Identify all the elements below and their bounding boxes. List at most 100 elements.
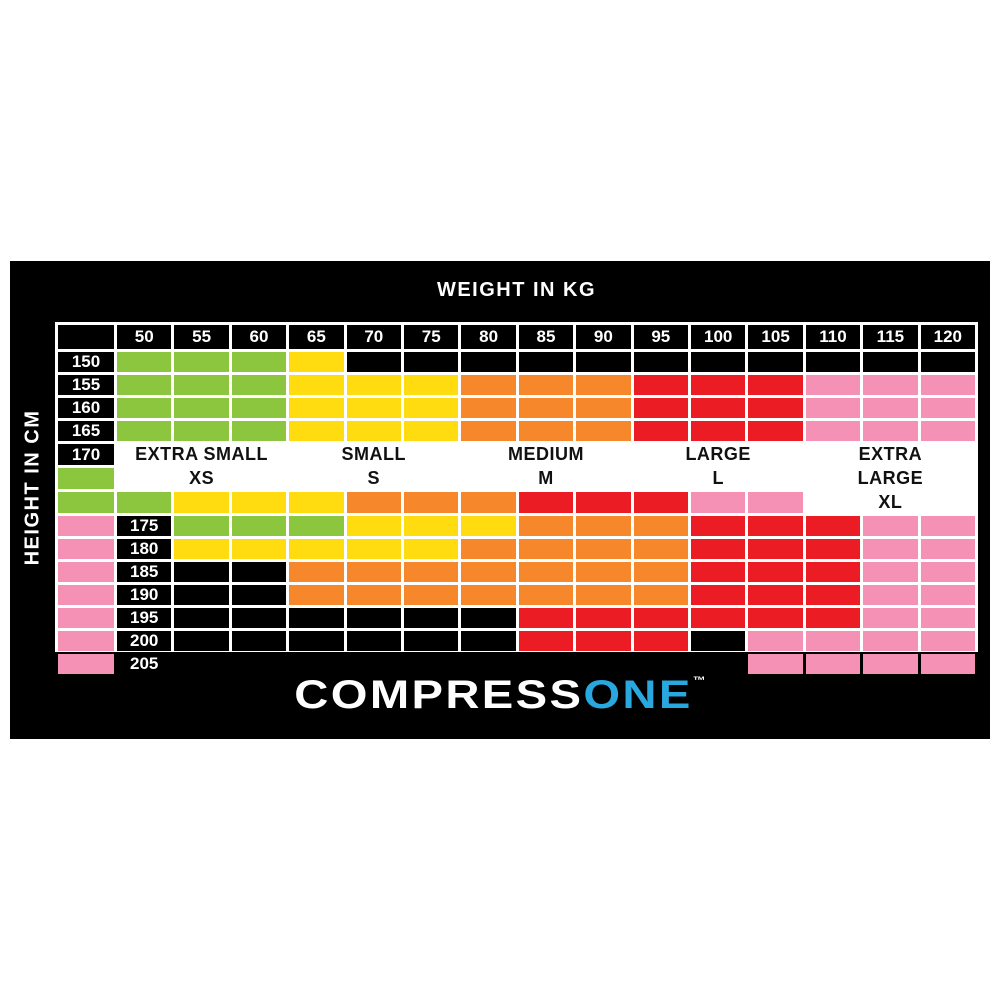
logo-trademark: ™ bbox=[692, 675, 706, 687]
grid-cell bbox=[461, 492, 516, 513]
weight-header-cell: 95 bbox=[633, 325, 688, 349]
size-chart-panel: WEIGHT IN KG HEIGHT IN CM 50 55 60 65 70 75 80… bbox=[10, 261, 990, 739]
height-label-cell: 200 bbox=[117, 631, 172, 651]
grid-cell bbox=[346, 516, 401, 536]
grid-cell bbox=[289, 421, 344, 441]
grid-cell bbox=[174, 398, 229, 418]
grid-cell bbox=[920, 375, 975, 395]
grid-cell bbox=[404, 539, 459, 559]
grid-cell bbox=[633, 398, 688, 418]
grid-cell bbox=[576, 352, 631, 372]
grid-cell bbox=[518, 631, 574, 651]
grid-cell bbox=[117, 421, 172, 441]
grid-cell bbox=[518, 654, 574, 674]
size-table: 50 55 60 65 70 75 80 85 90 95 100 105 110 115 120 150 15… bbox=[55, 322, 978, 674]
weight-header-cell: 55 bbox=[174, 325, 229, 349]
grid-cell bbox=[461, 352, 516, 372]
grid-cell bbox=[231, 492, 287, 513]
grid-cell bbox=[633, 375, 688, 395]
grid-cell bbox=[289, 516, 344, 536]
grid-cell bbox=[117, 352, 172, 372]
grid-cell bbox=[576, 608, 631, 628]
weight-header-cell: 80 bbox=[461, 325, 516, 349]
grid-cell bbox=[576, 492, 631, 513]
grid-cell bbox=[576, 516, 631, 536]
grid-cell bbox=[863, 654, 918, 674]
grid-cell bbox=[346, 421, 401, 441]
grid-cell bbox=[461, 539, 516, 559]
height-label-cell: 195 bbox=[117, 608, 172, 628]
grid-cell bbox=[58, 631, 114, 651]
grid-cell bbox=[691, 608, 746, 628]
grid-cell bbox=[518, 516, 574, 536]
grid-cell bbox=[289, 585, 344, 605]
grid-cell bbox=[461, 654, 516, 674]
grid-cell bbox=[289, 562, 344, 582]
grid-cell bbox=[404, 375, 459, 395]
grid-cell bbox=[748, 492, 803, 513]
weight-header-cell: 90 bbox=[576, 325, 631, 349]
grid-cell bbox=[805, 516, 861, 536]
grid-cell bbox=[117, 375, 172, 395]
grid-cell bbox=[691, 375, 746, 395]
grid-cell bbox=[231, 631, 287, 651]
grid-cell bbox=[174, 492, 229, 513]
grid-cell bbox=[461, 562, 516, 582]
grid-cell bbox=[633, 654, 688, 674]
weight-header-cell: 60 bbox=[231, 325, 287, 349]
grid-cell bbox=[404, 654, 459, 674]
weight-axis-label: WEIGHT IN KG bbox=[436, 279, 597, 301]
grid-cell bbox=[691, 562, 746, 582]
grid-cell bbox=[691, 654, 746, 674]
grid-cell bbox=[58, 562, 114, 582]
grid-cell bbox=[289, 654, 344, 674]
grid-cell bbox=[576, 562, 631, 582]
grid-cell bbox=[576, 585, 631, 605]
size-label: EXTRA bbox=[858, 444, 923, 464]
grid-cell bbox=[748, 562, 803, 582]
grid-cell bbox=[920, 631, 975, 651]
grid-cell bbox=[174, 631, 229, 651]
grid-cell bbox=[404, 398, 459, 418]
grid-cell bbox=[231, 398, 287, 418]
grid-cell bbox=[576, 375, 631, 395]
grid-cell bbox=[863, 539, 918, 559]
grid-cell bbox=[174, 608, 229, 628]
size-label: S bbox=[367, 468, 381, 488]
grid-cell bbox=[863, 352, 918, 372]
height-label-cell: 185 bbox=[117, 562, 172, 582]
grid-cell bbox=[117, 398, 172, 418]
logo-one: ONE bbox=[583, 673, 693, 717]
grid-cell bbox=[346, 398, 401, 418]
grid-cell bbox=[805, 562, 861, 582]
grid-cell bbox=[576, 398, 631, 418]
grid-cell bbox=[346, 375, 401, 395]
grid-cell bbox=[691, 492, 746, 513]
weight-header-cell: 115 bbox=[863, 325, 918, 349]
size-label: LARGE bbox=[685, 444, 751, 464]
grid-cell bbox=[691, 398, 746, 418]
grid-cell bbox=[289, 539, 344, 559]
grid-cell bbox=[748, 608, 803, 628]
weight-header-cell: 120 bbox=[920, 325, 975, 349]
height-axis-zone: HEIGHT IN CM bbox=[10, 322, 55, 652]
grid-cell bbox=[346, 654, 401, 674]
grid-cell bbox=[518, 562, 574, 582]
grid-cell bbox=[691, 352, 746, 372]
size-label: EXTRA SMALL bbox=[135, 444, 268, 464]
grid-cell bbox=[289, 352, 344, 372]
logo-compress: COMPRESS bbox=[294, 673, 584, 717]
grid-cell bbox=[231, 539, 287, 559]
grid-cell bbox=[461, 631, 516, 651]
size-label: M bbox=[538, 468, 554, 488]
grid-cell bbox=[633, 352, 688, 372]
grid-cell bbox=[748, 421, 803, 441]
grid-cell bbox=[461, 398, 516, 418]
size-label: LARGE bbox=[857, 468, 924, 488]
grid-cell bbox=[231, 585, 287, 605]
grid-cell bbox=[117, 492, 172, 513]
grid-cell bbox=[863, 421, 918, 441]
grid-cell bbox=[231, 654, 287, 674]
grid-cell bbox=[633, 516, 688, 536]
grid-cell bbox=[633, 562, 688, 582]
